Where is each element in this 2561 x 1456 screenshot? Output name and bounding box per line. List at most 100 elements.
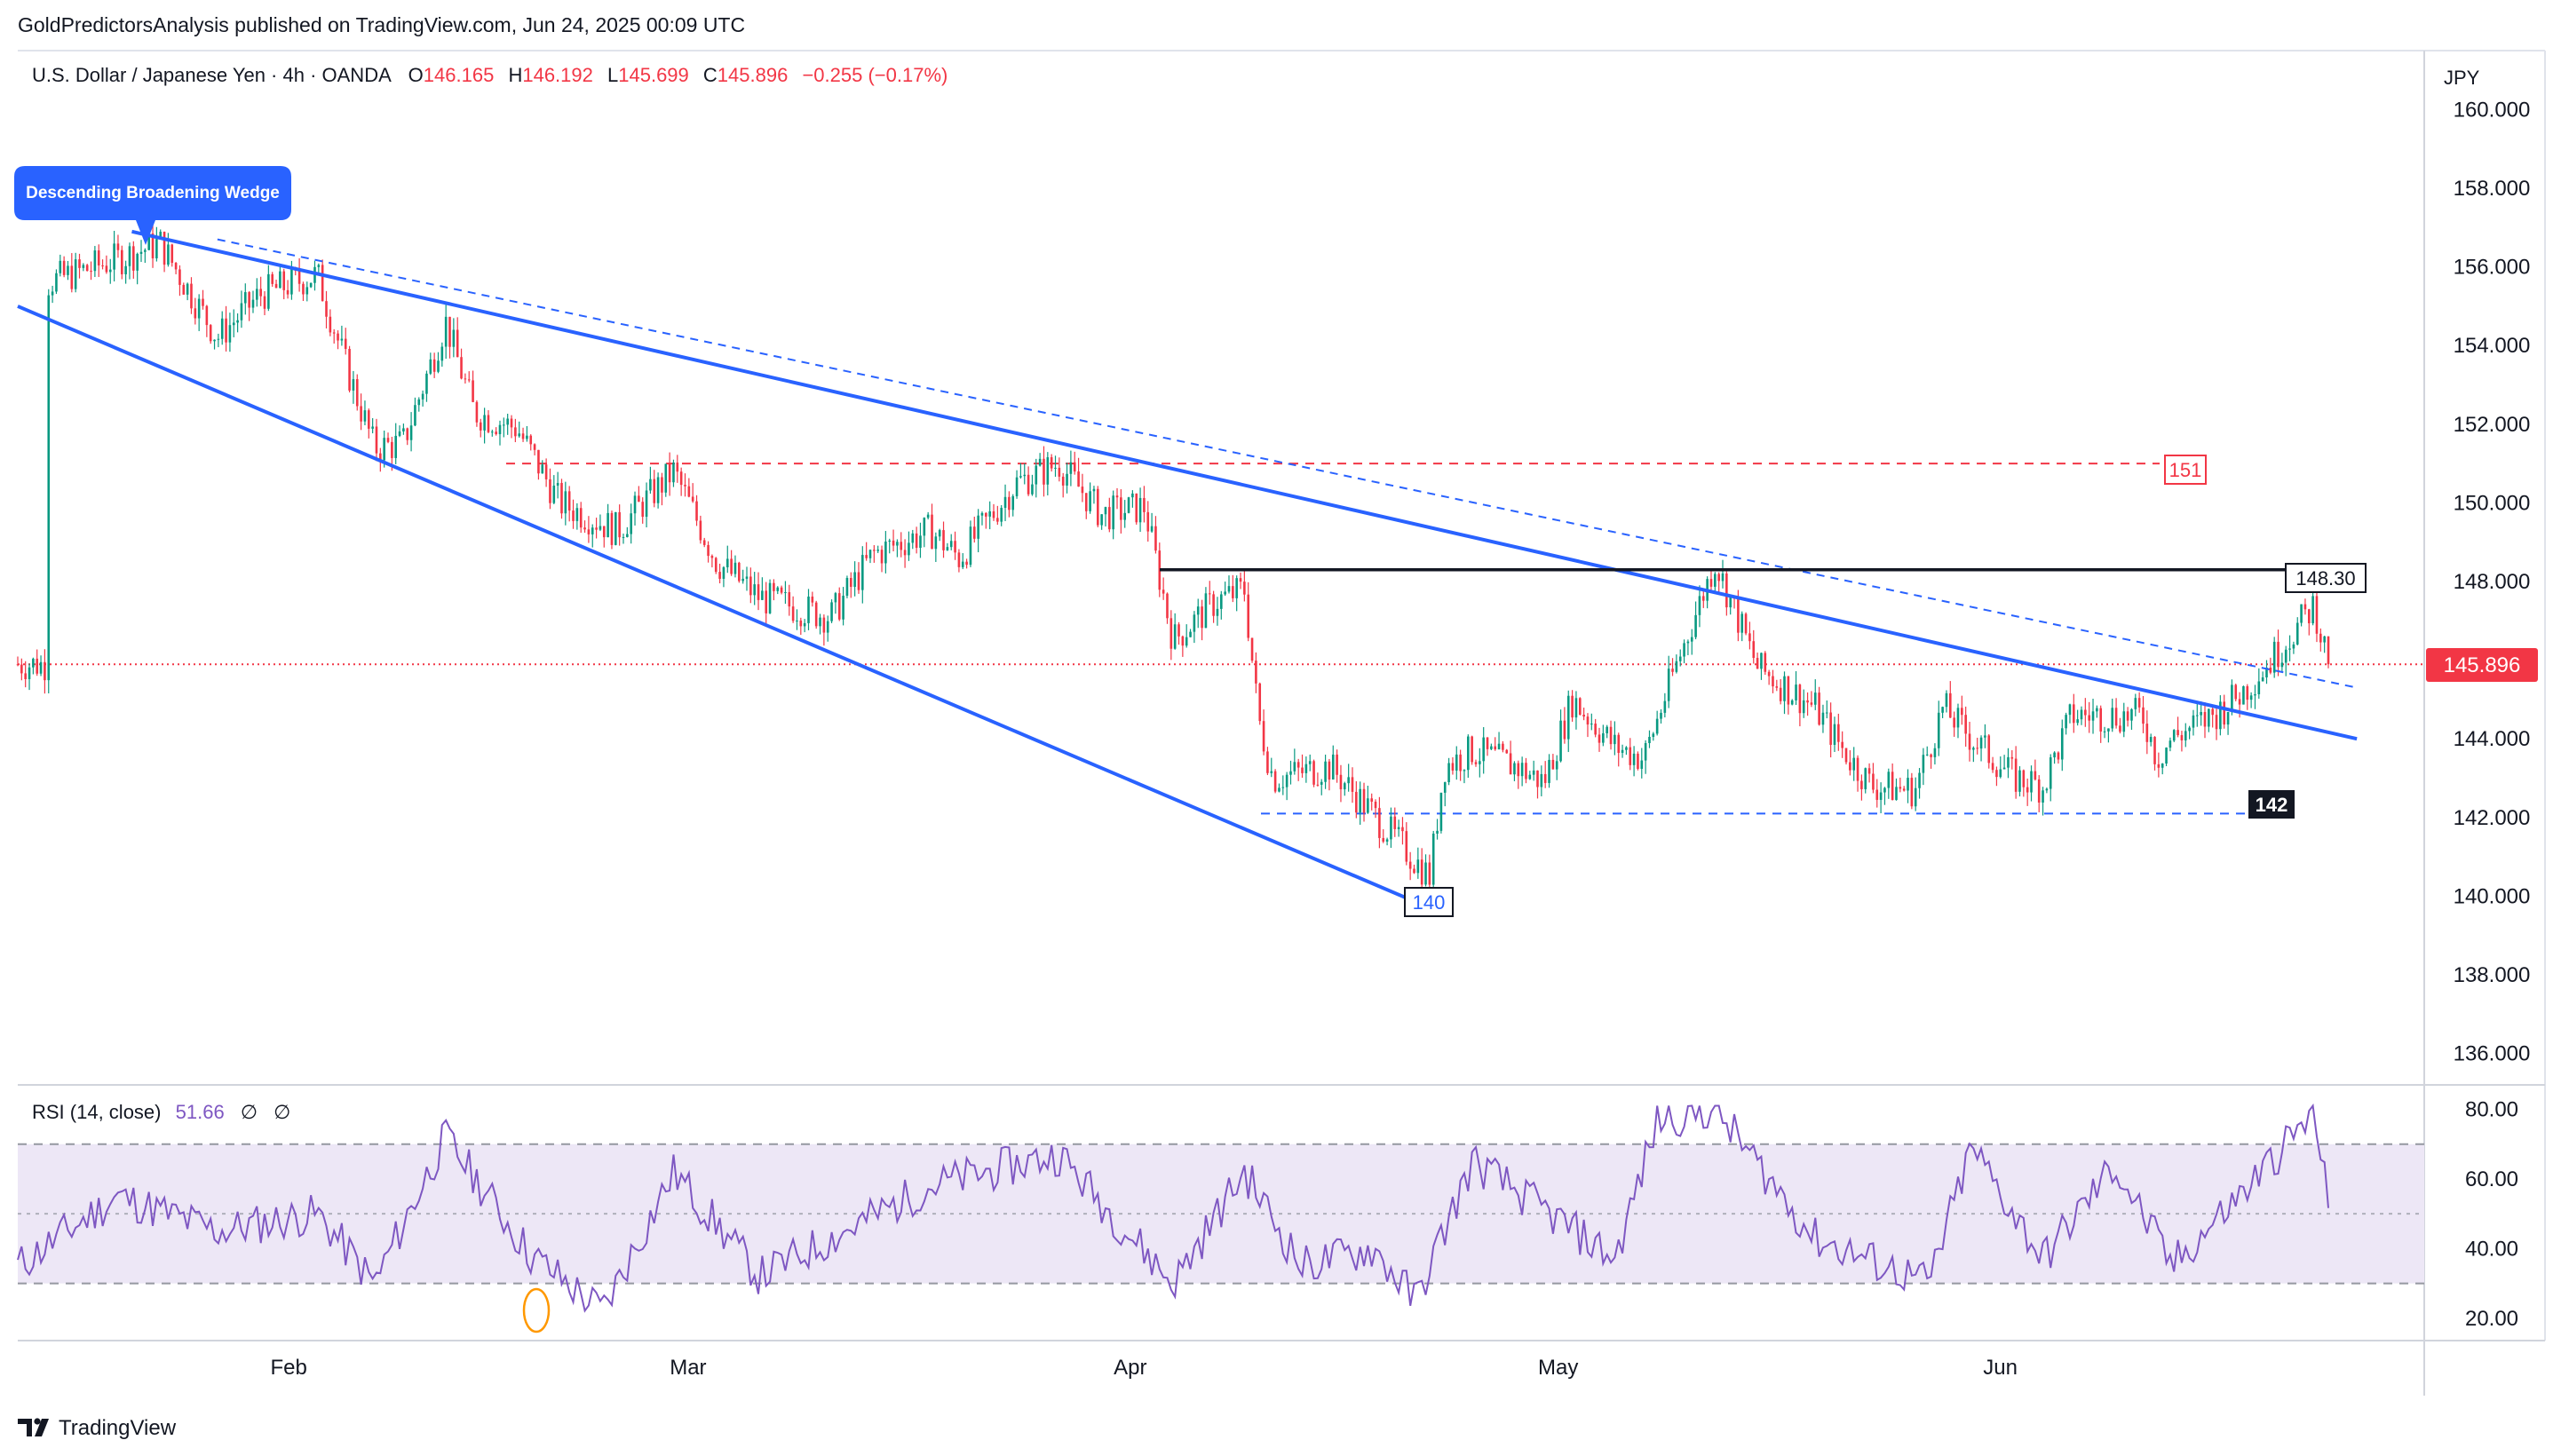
candle-body: [541, 464, 544, 474]
candle-body: [1177, 624, 1180, 637]
candle-body: [961, 561, 964, 567]
candle-body: [972, 526, 976, 539]
candle-body: [745, 576, 749, 579]
candle-body: [1112, 495, 1114, 530]
candle-body: [82, 265, 85, 268]
time-axis: Feb Mar Apr May Jun: [270, 1356, 2017, 1380]
rsi-legend: RSI (14, close) 51.66 ∅ ∅: [32, 1101, 290, 1123]
candle-body: [1266, 751, 1269, 773]
candle-body: [1120, 497, 1122, 520]
candle-body: [2122, 711, 2126, 732]
candle-body: [297, 270, 301, 284]
candle-body: [1050, 457, 1053, 469]
candle-body: [1278, 787, 1280, 792]
candle-body: [1578, 698, 1582, 715]
candle-body: [1424, 862, 1427, 885]
candle-body: [587, 529, 591, 534]
candle-body: [2238, 699, 2241, 705]
candle-body: [317, 265, 321, 267]
candle-body: [78, 259, 81, 268]
candle-body: [483, 415, 486, 431]
candle-body: [1416, 859, 1420, 874]
candle-body: [1690, 637, 1693, 642]
candle-body: [1367, 798, 1369, 813]
tradingview-logo-stroke: [35, 1419, 49, 1436]
candle-body: [1632, 753, 1636, 765]
candle-body: [220, 318, 224, 339]
candle-body: [355, 379, 359, 407]
candle-body: [178, 269, 181, 285]
candle-body: [1856, 757, 1859, 781]
candle-body: [406, 428, 409, 440]
candle-body: [1077, 471, 1080, 487]
candle-body: [1089, 491, 1091, 511]
candle-body: [1837, 724, 1840, 742]
candle-body: [506, 418, 509, 425]
candle-body: [2060, 728, 2064, 760]
candle-body: [1783, 676, 1786, 701]
candle-body: [791, 606, 795, 621]
candle-body: [139, 251, 143, 254]
candle-body: [479, 422, 482, 431]
candle-body: [2315, 596, 2319, 634]
candle-body: [1694, 614, 1697, 637]
candle-body: [2034, 771, 2037, 779]
candle-body: [90, 271, 92, 273]
wedge-upper-dashed-line[interactable]: [217, 238, 2358, 689]
candle-body: [1648, 736, 1651, 743]
candle-body: [714, 558, 718, 573]
level-148-label-box: [2285, 563, 2367, 593]
last-price-value: 145.896: [2444, 653, 2521, 677]
price-tick-label: 148.000: [2454, 570, 2531, 594]
candle-body: [2211, 708, 2214, 716]
candle-body: [1566, 695, 1570, 740]
candle-body: [2134, 698, 2137, 709]
candle-body: [1408, 861, 1412, 869]
wedge-upper-trendline[interactable]: [131, 229, 2358, 741]
candle-body: [1035, 465, 1038, 485]
legend-low-label: L: [607, 64, 618, 86]
candle-body: [1479, 761, 1481, 764]
candle-body: [1296, 762, 1300, 768]
candle-body: [630, 513, 632, 534]
candle-body: [645, 490, 648, 518]
candle-body: [498, 424, 502, 435]
candle-body: [1602, 732, 1605, 743]
candle-body: [954, 541, 956, 553]
candle-body: [702, 540, 706, 545]
candle-body: [1818, 692, 1820, 725]
candle-body: [271, 273, 274, 284]
rsi-extra-1: ∅: [241, 1101, 258, 1123]
currency-button[interactable]: [2431, 57, 2488, 98]
candle-body: [2080, 709, 2083, 720]
legend-open-label: O: [408, 64, 424, 86]
candle-body: [1003, 496, 1007, 509]
candle-body: [495, 431, 497, 435]
candle-body: [444, 316, 448, 347]
candle-body: [2045, 788, 2049, 791]
candle-body: [39, 661, 43, 674]
candle-body: [730, 558, 733, 574]
candle-body: [1987, 735, 1991, 764]
candle-body: [819, 617, 821, 627]
candle-body: [2303, 604, 2307, 610]
candle-body: [942, 530, 945, 550]
candle-body: [949, 541, 953, 548]
candle-body: [1875, 789, 1879, 800]
wedge-lower-trendline[interactable]: [17, 305, 1431, 910]
candle-body: [753, 584, 756, 596]
candle-body: [1084, 493, 1088, 511]
candle-body: [661, 477, 663, 493]
candle-body: [1250, 637, 1254, 661]
candle-body: [116, 243, 120, 250]
candle-body: [1015, 477, 1019, 496]
candle-body: [2084, 709, 2087, 716]
candle-body: [232, 322, 235, 326]
pattern-callout[interactable]: [14, 166, 291, 245]
legend-high: 146.192: [522, 64, 593, 86]
candle-body: [788, 592, 791, 607]
candle-body: [1247, 594, 1250, 638]
candle-body: [691, 496, 694, 502]
candle-body: [51, 291, 54, 296]
candle-body: [186, 283, 189, 295]
